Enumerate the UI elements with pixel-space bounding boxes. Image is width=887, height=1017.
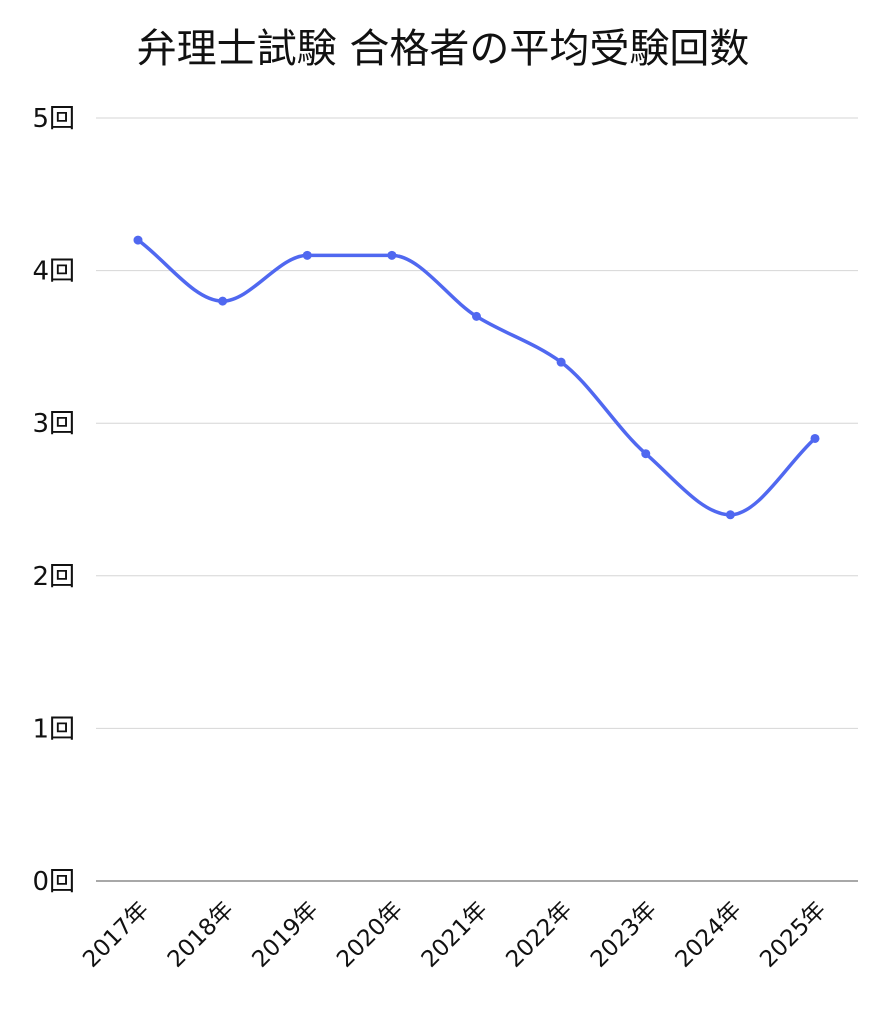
- x-tick-label: 2021年: [417, 897, 493, 973]
- x-tick-label: 2024年: [671, 897, 747, 973]
- data-point-2024年[interactable]: [725, 510, 735, 520]
- x-tick-label: 2025年: [755, 897, 831, 973]
- x-tick-label: 2019年: [247, 897, 323, 973]
- x-tick-label: 2023年: [586, 897, 662, 973]
- y-tick-label: 3回: [32, 409, 75, 439]
- y-tick-label: 4回: [32, 257, 75, 287]
- x-tick-label: 2017年: [78, 897, 154, 973]
- data-point-2017年[interactable]: [133, 235, 143, 245]
- data-point-2023年[interactable]: [641, 449, 651, 459]
- chart-title: 弁理士試験 合格者の平均受験回数: [137, 26, 750, 72]
- x-tick-label: 2018年: [163, 897, 239, 973]
- series-line: [136, 238, 817, 517]
- x-tick-label: 2020年: [332, 897, 408, 973]
- x-tick-label: 2022年: [501, 897, 577, 973]
- x-axis-ticks: 2017年 2018年 2019年 2020年 2021年 2022年 2023年 2024年…: [78, 897, 831, 973]
- data-point-2019年[interactable]: [302, 250, 312, 260]
- y-tick-label: 1回: [32, 714, 75, 744]
- y-tick-label: 0回: [32, 867, 75, 897]
- data-point-2025年[interactable]: [810, 433, 820, 443]
- data-point-2018年[interactable]: [218, 296, 228, 306]
- y-tick-label: 5回: [32, 104, 75, 134]
- data-point-2021年[interactable]: [472, 311, 481, 321]
- data-points: [133, 235, 820, 520]
- y-axis-ticks: 0回 1回 2回 3回 4回 5回: [32, 104, 75, 897]
- gridlines: [96, 117, 858, 729]
- data-point-2022年[interactable]: [556, 357, 566, 367]
- y-tick-label: 2回: [32, 562, 75, 592]
- series-layer: [136, 238, 817, 517]
- data-point-2020年[interactable]: [387, 250, 397, 260]
